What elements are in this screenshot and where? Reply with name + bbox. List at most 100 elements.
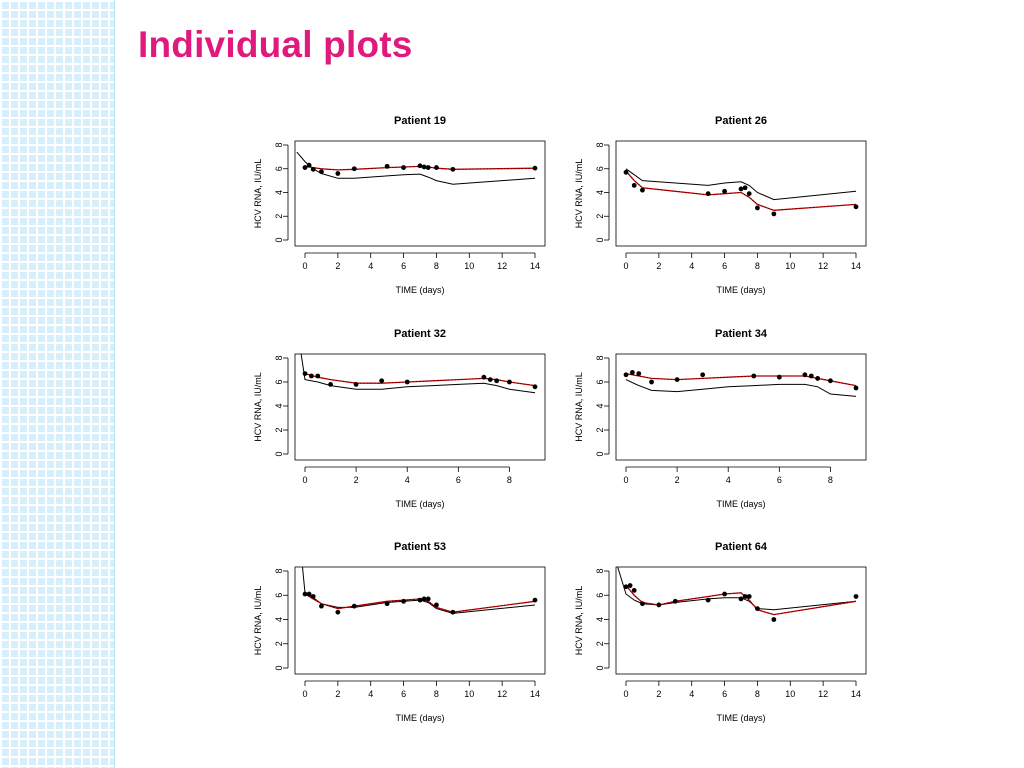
- individual-prediction-line: [625, 372, 857, 387]
- plot-patient-1: Patient 19 0 2 4 6 8 10 12 14 0 2 4 6 8 TIME (days) HCV…: [253, 115, 546, 295]
- observed-point: [629, 370, 635, 375]
- y-tick-label: 4: [595, 403, 605, 408]
- observed-point: [310, 594, 316, 599]
- observed-point: [494, 378, 500, 384]
- observed-point: [776, 374, 782, 380]
- observed-point: [404, 379, 410, 385]
- y-tick-label: 4: [274, 190, 284, 195]
- observed-point: [808, 373, 814, 379]
- individual-prediction-dots: [304, 166, 536, 171]
- x-tick-label: 4: [689, 689, 694, 699]
- observed-point: [310, 166, 316, 172]
- x-tick-label: 4: [368, 261, 373, 271]
- plot-frame: [615, 353, 867, 461]
- x-tick-label: 14: [851, 261, 861, 271]
- population-prediction-line: [617, 567, 857, 611]
- observed-point: [700, 372, 706, 378]
- observed-point: [705, 597, 711, 603]
- x-tick-label: 2: [354, 475, 359, 485]
- x-tick-label: 14: [851, 689, 861, 699]
- observed-point: [656, 602, 662, 608]
- y-tick-label: 0: [595, 665, 605, 670]
- observed-point: [853, 385, 859, 391]
- plot-title: Patient 32: [394, 328, 446, 340]
- observed-point: [425, 165, 431, 170]
- observed-point: [751, 373, 757, 379]
- plot-patient-4: Patient 34 0 2 4 6 8 0 2 4 6 8 TIME (days) HCV RNA, …: [574, 328, 867, 509]
- plot-title: Patient 64: [715, 541, 768, 553]
- observed-point: [328, 382, 333, 387]
- observed-point: [421, 596, 427, 602]
- x-tick-label: 0: [623, 261, 628, 271]
- y-tick-label: 0: [274, 237, 284, 242]
- x-axis-label: TIME (days): [716, 285, 765, 295]
- y-tick-label: 6: [274, 166, 284, 171]
- y-tick-label: 2: [595, 427, 605, 432]
- x-tick-label: 2: [656, 689, 661, 699]
- observed-point: [315, 373, 321, 379]
- observed-point: [353, 382, 359, 387]
- observed-point: [351, 603, 357, 609]
- y-tick-label: 4: [595, 617, 605, 622]
- y-tick-label: 6: [274, 593, 284, 598]
- observed-point: [417, 597, 423, 603]
- y-tick-label: 8: [595, 355, 605, 360]
- observed-point: [746, 191, 752, 197]
- x-tick-label: 6: [456, 475, 461, 485]
- x-axis-label: TIME (days): [716, 499, 765, 509]
- y-tick-label: 2: [274, 641, 284, 646]
- individual-prediction-dots: [625, 373, 857, 386]
- plot-frame: [294, 353, 546, 461]
- observed-point: [627, 583, 633, 588]
- x-tick-label: 4: [368, 689, 373, 699]
- observed-point: [302, 165, 308, 170]
- y-tick-label: 2: [595, 641, 605, 646]
- y-tick-label: 8: [274, 355, 284, 360]
- x-tick-label: 0: [302, 475, 307, 485]
- x-tick-label: 8: [507, 475, 512, 485]
- observed-point: [302, 371, 308, 376]
- x-tick-label: 6: [401, 261, 406, 271]
- y-tick-label: 0: [274, 451, 284, 456]
- y-axis-label: HCV RNA, IU/mL: [253, 586, 263, 656]
- observed-point: [384, 163, 390, 169]
- y-tick-label: 4: [274, 403, 284, 408]
- observed-point: [623, 584, 629, 590]
- x-tick-label: 10: [464, 689, 474, 699]
- observed-point: [481, 374, 487, 380]
- x-tick-label: 8: [828, 475, 833, 485]
- y-tick-label: 6: [595, 166, 605, 171]
- plot-title: Patient 53: [394, 541, 446, 553]
- decorative-side-strip: [0, 0, 115, 768]
- y-axis-label: HCV RNA, IU/mL: [574, 372, 584, 442]
- y-tick-label: 2: [595, 214, 605, 219]
- y-axis-label: HCV RNA, IU/mL: [253, 372, 263, 442]
- observed-point: [487, 377, 493, 382]
- observed-point: [802, 372, 808, 378]
- observed-point: [434, 602, 439, 608]
- observed-point: [623, 372, 629, 378]
- observed-point: [450, 609, 456, 615]
- y-tick-label: 6: [595, 593, 605, 598]
- y-tick-label: 8: [595, 142, 605, 147]
- observed-point: [755, 205, 760, 211]
- observed-point: [640, 601, 645, 607]
- x-tick-label: 6: [777, 475, 782, 485]
- x-tick-label: 6: [722, 261, 727, 271]
- x-tick-label: 6: [401, 689, 406, 699]
- x-tick-label: 4: [689, 261, 694, 271]
- plot-title: Patient 26: [715, 115, 767, 127]
- y-tick-label: 6: [595, 379, 605, 384]
- x-tick-label: 8: [434, 689, 439, 699]
- x-tick-label: 14: [530, 689, 540, 699]
- observed-point: [335, 609, 341, 615]
- x-tick-label: 0: [302, 689, 307, 699]
- observed-point: [319, 603, 324, 609]
- plot-patient-2: Patient 26 0 2 4 6 8 10 12 14 0 2 4 6 8 TIME (days) HCV…: [574, 115, 867, 295]
- individual-prediction-line: [304, 372, 536, 387]
- population-prediction-line: [300, 354, 536, 394]
- observed-point: [302, 591, 308, 597]
- y-tick-label: 6: [274, 379, 284, 384]
- observed-point: [722, 188, 727, 194]
